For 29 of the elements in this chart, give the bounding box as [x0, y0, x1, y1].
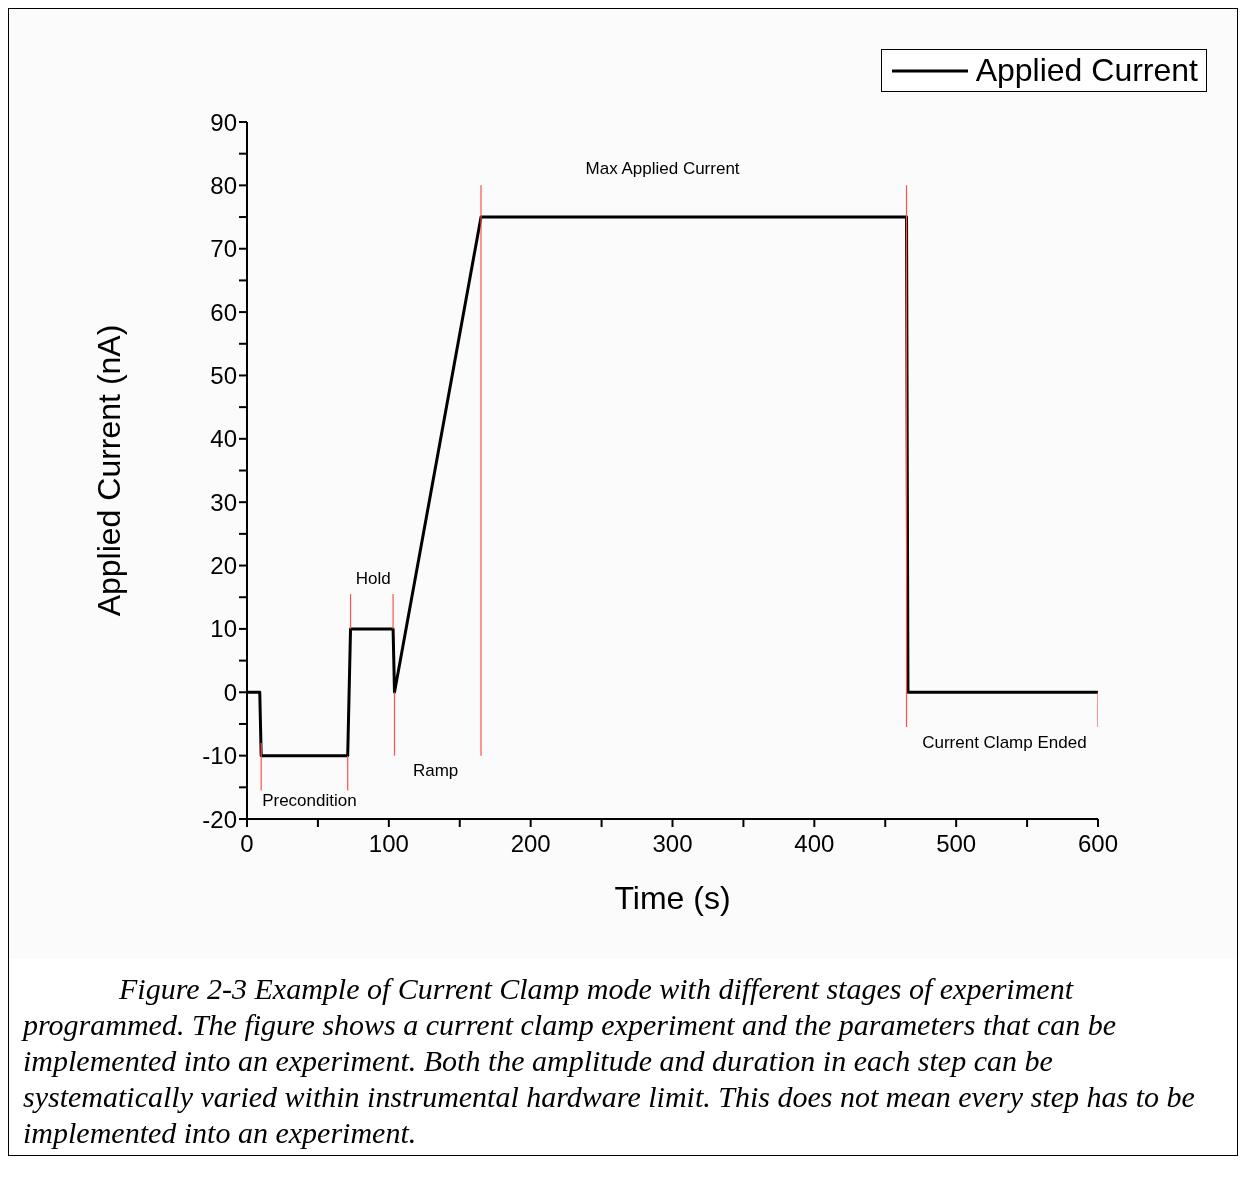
y-tick-label: 30 [210, 488, 237, 516]
x-tick-label: 600 [1077, 830, 1119, 858]
annotation: Ramp [412, 761, 459, 781]
x-tick-label: 0 [240, 830, 254, 858]
y-tick-label: 0 [223, 678, 237, 706]
y-tick-label: 10 [210, 615, 237, 643]
y-tick-label: -10 [202, 742, 237, 770]
y-tick-label: 90 [210, 108, 237, 136]
annotation: Max Applied Current [585, 159, 740, 179]
y-tick-label: 80 [210, 171, 237, 199]
annotation: Precondition [262, 791, 357, 811]
annotation: Current Clamp Ended [922, 732, 1087, 752]
y-tick-label: -20 [202, 805, 237, 833]
x-tick-label: 200 [510, 830, 551, 858]
caption: Figure 2-3 Example of Current Clamp mode with different stages of experiment programmed. The figure shows a current clamp experiment and the parameters that can be implemented into an experiment. Both the amplitude and duration in each step can be systematically varied within instrumental hardware limit. This does not mean every step has to be implemented into an experiment. [23, 971, 1196, 1151]
x-axis-title: Time (s) [614, 880, 731, 916]
y-tick-label: 60 [210, 298, 237, 326]
y-tick-label: 50 [210, 361, 237, 389]
y-tick-label: 70 [210, 235, 237, 263]
x-tick-label: 500 [936, 830, 977, 858]
annotation: Hold [355, 569, 391, 589]
legend-label: Applied Current [975, 52, 1198, 89]
y-axis-title: Applied Current (nA) [91, 324, 128, 617]
y-tick-label: 20 [210, 552, 237, 580]
y-tick-label: 40 [210, 425, 237, 453]
legend-box: Applied Current [880, 49, 1207, 92]
x-tick-label: 100 [368, 830, 409, 858]
x-tick-label: 300 [652, 830, 693, 858]
x-tick-label: 400 [794, 830, 835, 858]
